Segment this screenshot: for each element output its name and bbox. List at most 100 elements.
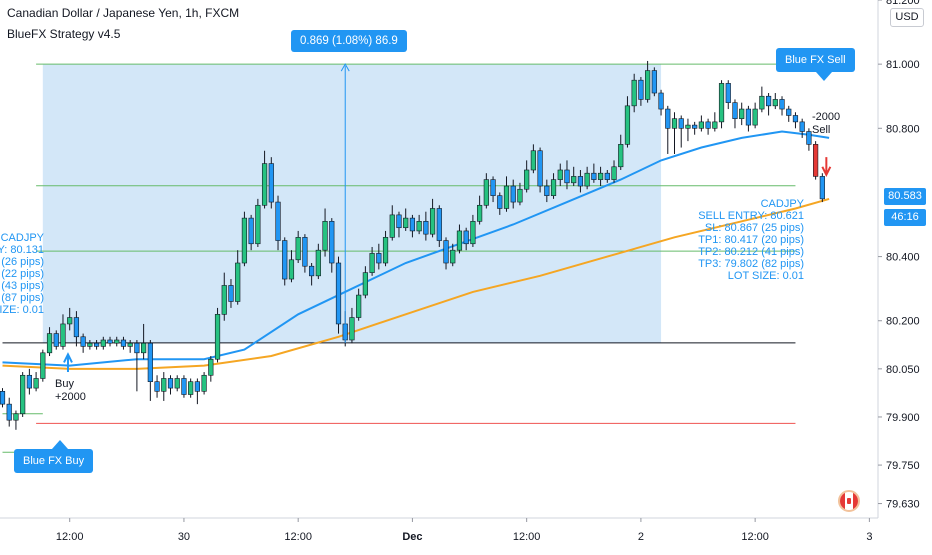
candle-body [631,79,637,107]
candle-body [248,217,254,245]
candle-body [261,163,268,206]
candle-body [60,323,66,347]
sell-note-line1: -2000 [812,111,841,123]
strategy-name: BlueFX Strategy v4.5 [7,27,121,41]
sell-note: -2000 Sell [812,111,840,137]
candle-body [745,108,752,126]
candle-body [201,374,207,392]
sell-panel-tp3: TP3: 79.802 (82 pips) [698,258,804,270]
candle-body [181,378,187,395]
candle-body [288,259,295,280]
buy-panel-tp3: (87 pips) [1,292,44,304]
candle-body [497,195,503,209]
buy-panel-symbol: CADJPY [0,232,44,244]
chart-title: Canadian Dollar / Japanese Yen, 1h, FXCM [7,6,240,20]
candle-body [33,378,39,389]
candle-body [517,188,523,203]
candle-body [705,121,711,129]
candle-body [409,217,416,232]
candle-body [80,336,86,347]
candle-body [322,221,328,251]
candle-body [618,144,624,168]
candle-body [87,342,93,347]
time-tick-label: 12:00 [741,531,769,543]
candle-body [443,240,449,264]
time-tick-label: 30 [178,531,190,543]
sell-panel-lot: LOT SIZE: 0.01 [727,270,804,282]
candle-body [114,339,120,344]
candle-body [819,176,825,200]
candle-body [40,352,46,379]
currency-selector[interactable]: USD [890,8,924,27]
price-tick-label: 81.000 [886,59,920,71]
time-tick-label: 12:00 [513,531,541,543]
candle-body [806,131,812,145]
candle-body [120,339,127,347]
candle-body [718,83,725,123]
candle-body [127,342,133,347]
measure-range-box [42,64,662,343]
sell-panel-sl: SL: 80.867 (25 pips) [704,222,804,234]
canada-flag-icon[interactable] [838,490,860,512]
sell-panel-tp2: TP2: 80.212 (41 pips) [698,246,804,258]
candle-body [369,253,375,273]
candle-body [436,208,442,241]
candle-body [389,214,395,238]
candle-body [577,176,584,187]
candle-body [813,144,819,177]
price-tick-label: 79.900 [886,412,920,424]
candle-body [564,169,570,184]
candle-body [13,413,19,421]
candle-body [429,208,436,235]
candle-body [141,342,147,354]
sell-note-line2: Sell [812,124,831,136]
candle-body [584,172,590,187]
candle-body [685,124,691,129]
sell-signal-tag: Blue FX Sell [776,48,855,81]
candle-body [759,95,765,110]
candle-body [752,108,758,126]
candle-body [658,92,664,110]
sell-info-panel: CADJPY SELL ENTRY: 80.621 SL: 80.867 (25… [698,198,804,282]
candle-body [450,249,456,264]
candle-body [46,333,53,354]
buy-panel-tp1: (22 pips) [1,268,44,280]
candle-body [470,221,476,245]
candle-body [268,163,274,203]
time-tick-label: 12:00 [56,531,84,543]
candle-body [275,201,281,241]
candle-body [6,403,12,421]
candle-body [356,294,362,318]
candle-body [194,381,200,392]
candle-body [510,185,516,203]
candle-body [624,105,631,145]
candle-body [799,121,805,132]
candle-body [537,150,543,187]
price-tick-label: 81.200 [886,0,920,7]
candle-body [403,217,409,229]
candle-body [93,342,100,347]
candle-body [557,169,563,180]
candle-body [698,121,704,129]
candle-body [678,118,684,129]
candle-body [255,204,261,245]
candle-body [208,358,214,376]
candle-body [477,204,483,222]
candle-body [26,374,32,389]
buy-note: Buy +2000 [55,378,86,404]
candle-body [463,230,469,245]
candle-body [349,317,355,341]
candle-body [174,378,180,389]
buy-panel-tp2: (43 pips) [1,280,44,292]
candle-body [591,172,597,180]
sell-arrow-icon [821,157,832,178]
candle-body [382,237,389,264]
candle-body [571,176,577,184]
time-tick-label: 3 [866,531,872,543]
time-tick-label: 2 [638,531,644,543]
candle-body [20,374,26,415]
price-tick-label: 80.400 [886,252,920,264]
candle-body [665,108,671,129]
